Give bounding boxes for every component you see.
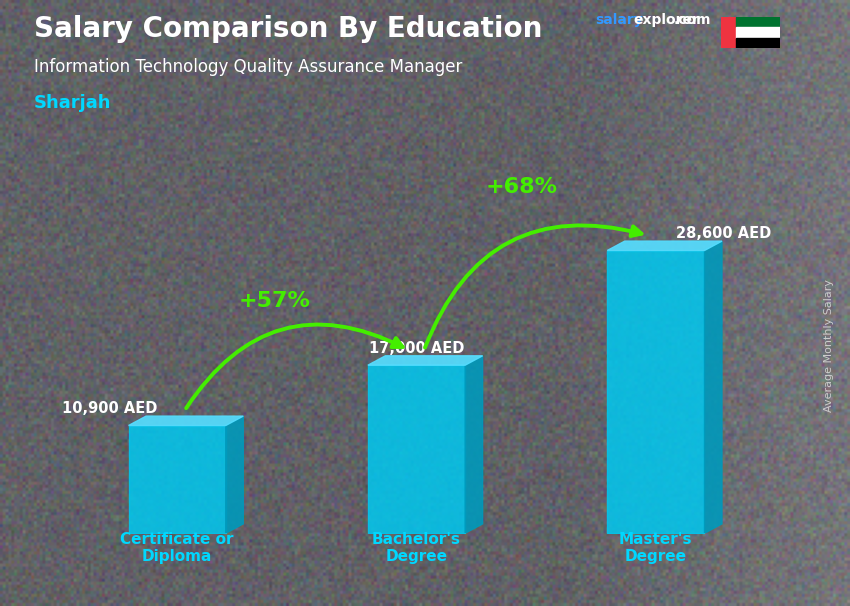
Text: salary: salary — [595, 13, 643, 27]
Text: +68%: +68% — [485, 176, 558, 196]
Bar — [735, 27, 780, 38]
Text: Average Monthly Salary: Average Monthly Salary — [824, 279, 834, 412]
Text: Sharjah: Sharjah — [34, 94, 111, 112]
Text: Information Technology Quality Assurance Manager: Information Technology Quality Assurance… — [34, 58, 462, 76]
Text: explorer: explorer — [633, 13, 699, 27]
Text: Master's
Degree: Master's Degree — [619, 532, 693, 564]
Polygon shape — [607, 241, 722, 250]
Polygon shape — [465, 356, 483, 533]
Polygon shape — [705, 241, 722, 533]
Bar — [721, 17, 735, 48]
Text: 28,600 AED: 28,600 AED — [676, 226, 771, 241]
Text: Certificate or
Diploma: Certificate or Diploma — [121, 532, 234, 564]
Polygon shape — [226, 416, 243, 533]
Bar — [735, 17, 780, 27]
Bar — [735, 38, 780, 48]
Polygon shape — [368, 356, 483, 365]
Text: Salary Comparison By Education: Salary Comparison By Education — [34, 15, 542, 43]
Text: .com: .com — [674, 13, 711, 27]
Text: 10,900 AED: 10,900 AED — [62, 401, 157, 416]
Text: +57%: +57% — [239, 291, 310, 311]
Polygon shape — [128, 416, 243, 425]
Text: 17,000 AED: 17,000 AED — [369, 341, 464, 356]
Text: Bachelor's
Degree: Bachelor's Degree — [372, 532, 461, 564]
